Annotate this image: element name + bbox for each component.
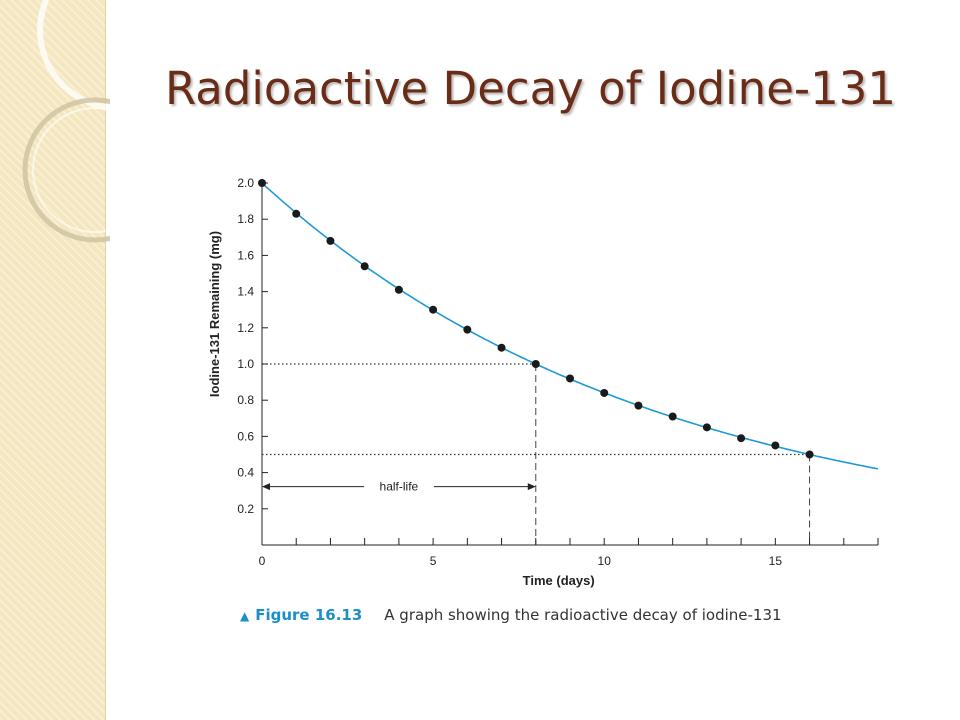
y-tick-label: 2.0 <box>237 176 254 190</box>
data-point <box>634 401 643 410</box>
ring-decoration <box>22 0 110 243</box>
data-point <box>326 236 335 245</box>
y-tick-label: 1.4 <box>237 285 254 299</box>
y-tick-label: 0.2 <box>237 502 254 516</box>
decay-chart: 0 5 10 15 0.2 0.4 0.6 0.8 1.0 1.2 1.4 1.6 1.8 2.0 hal… <box>207 176 879 588</box>
y-tick-label: 0.4 <box>237 466 254 480</box>
figure-caption: ▲ Figure 16.13 A graph showing the radioac… <box>240 606 782 624</box>
y-tick-label: 1.6 <box>237 248 254 262</box>
tick-marks: 0 5 10 15 0.2 0.4 0.6 0.8 1.0 1.2 1.4 1.6 1.8 2.0 <box>237 176 879 568</box>
arrow-right-icon <box>527 483 536 491</box>
data-point <box>394 285 403 294</box>
triangle-icon: ▲ <box>240 609 250 623</box>
data-point <box>771 441 780 450</box>
half-life-label: half-life <box>380 480 419 494</box>
y-tick-label: 1.0 <box>237 357 254 371</box>
data-point <box>805 450 814 459</box>
y-tick-label: 1.8 <box>237 212 254 226</box>
x-axis-label: Time (days) <box>523 573 595 588</box>
data-point <box>463 325 472 334</box>
figure-label: Figure 16.13 <box>255 606 363 624</box>
arrow-left-icon <box>262 483 270 491</box>
caption-text: A graph showing the radioactive decay of… <box>384 606 782 624</box>
data-point <box>360 262 369 271</box>
reference-lines <box>262 363 811 545</box>
data-point <box>566 374 574 383</box>
data-point <box>497 343 506 352</box>
side-decoration-panel <box>0 0 110 720</box>
y-tick-label: 0.6 <box>237 429 254 443</box>
x-tick-label: 10 <box>598 554 612 568</box>
data-point <box>258 179 266 187</box>
x-tick-label: 5 <box>430 554 437 568</box>
slide-title: Radioactive Decay of Iodine-131 <box>165 62 897 115</box>
data-point <box>531 360 540 368</box>
half-life-annotation: half-life <box>262 480 536 494</box>
decay-curve <box>261 182 879 470</box>
data-point <box>600 388 609 397</box>
data-point <box>702 423 711 432</box>
y-tick-label: 1.2 <box>237 321 254 335</box>
x-tick-label: 15 <box>769 554 783 568</box>
data-point <box>737 434 746 443</box>
y-axis-label: Iodine-131 Remaining (mg) <box>207 231 222 397</box>
y-tick-label: 0.8 <box>237 393 254 407</box>
x-tick-label: 0 <box>259 554 266 568</box>
data-point <box>429 305 438 314</box>
data-points <box>258 179 814 459</box>
data-point <box>292 209 301 218</box>
axes <box>261 179 878 546</box>
data-point <box>668 412 677 421</box>
